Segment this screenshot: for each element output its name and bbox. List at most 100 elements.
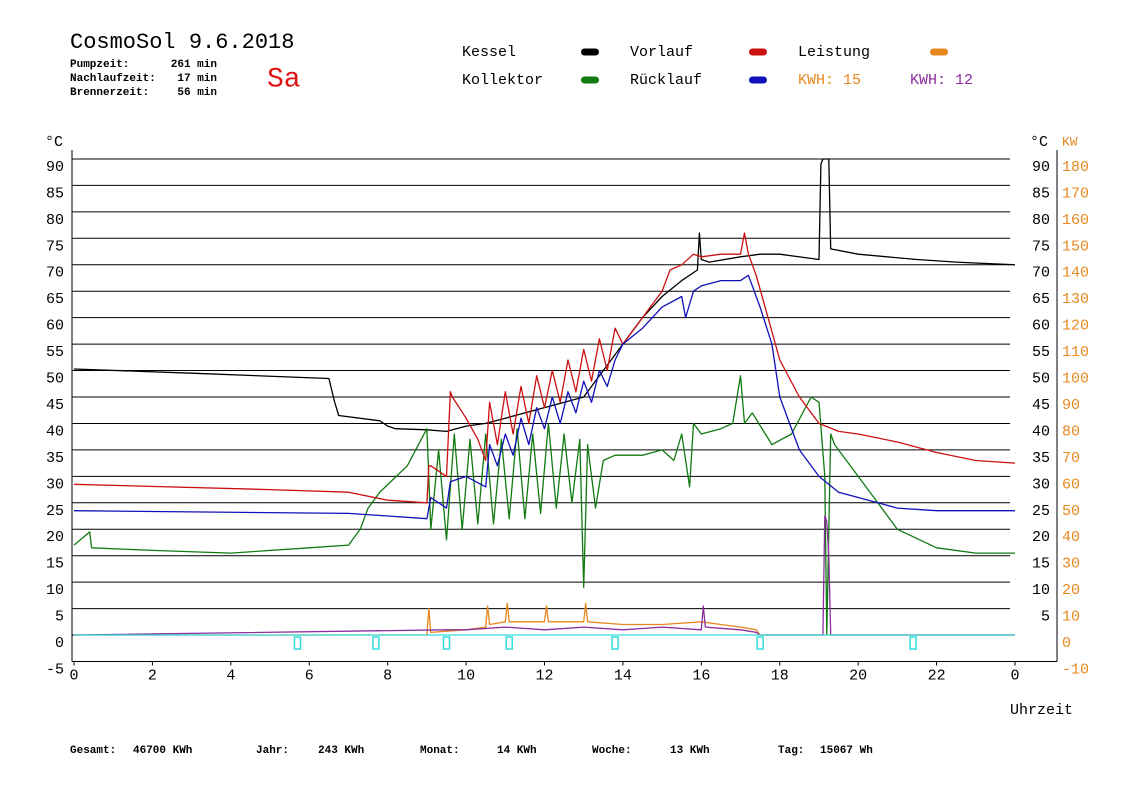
legend-label: Vorlauf	[630, 44, 693, 61]
y-right-tick-label: 20	[1032, 529, 1050, 546]
y-tick-label: 90	[46, 159, 64, 176]
y-right-tick-label: 50	[1032, 371, 1050, 388]
x-tick-label: 12	[535, 667, 553, 684]
y-tick-label: 20	[46, 529, 64, 546]
x-tick-label: 20	[849, 667, 867, 684]
y-right-tick-label: 35	[1032, 450, 1050, 467]
legend-label: Rücklauf	[630, 72, 702, 89]
y-tick-label: 45	[46, 397, 64, 414]
y-right-tick-label: 90	[1032, 159, 1050, 176]
y-right-tick-label: 5	[1041, 609, 1050, 626]
y2-tick-label: 10	[1062, 609, 1080, 626]
pump-marker	[293, 636, 302, 650]
legend-swatch	[930, 48, 948, 56]
y2-tick-label: 140	[1062, 265, 1089, 282]
y2-tick-label: 130	[1062, 291, 1089, 308]
footer-label: Woche:	[592, 745, 632, 757]
footer-value: 243 KWh	[318, 745, 364, 757]
x-tick-label: 0	[69, 667, 78, 684]
y-right-tick-label: 45	[1032, 397, 1050, 414]
x-tick-label: 6	[305, 667, 314, 684]
series-line	[73, 232, 1016, 504]
y-tick-label: 80	[46, 212, 64, 229]
x-tick-label: 4	[226, 667, 235, 684]
footer-label: Tag:	[778, 745, 804, 757]
y-right-tick-label: 70	[1032, 265, 1050, 282]
chart-title: CosmoSol 9.6.2018	[70, 30, 294, 55]
legend-label: Leistung	[798, 44, 870, 61]
legend-label: Kollektor	[462, 72, 543, 89]
legend-swatch	[581, 48, 599, 56]
y-right-tick-label: 40	[1032, 423, 1050, 440]
y-tick-label: 25	[46, 503, 64, 520]
kwh-label: KWH: 12	[910, 72, 973, 89]
legend-swatch	[749, 76, 767, 84]
stat-label: Pumpzeit:	[70, 59, 129, 71]
day: Sa	[267, 64, 301, 95]
footer-value: 46700 KWh	[133, 745, 192, 757]
x-tick-label: 8	[383, 667, 392, 684]
footer-value: 15067 Wh	[820, 745, 873, 757]
y-tick-label: 55	[46, 344, 64, 361]
legend-swatch	[581, 76, 599, 84]
y2-unit: KW	[1062, 134, 1078, 149]
stat-value: 56 min	[177, 87, 217, 99]
y2-tick-label: 40	[1062, 529, 1080, 546]
kwh-label: KWH: 15	[798, 72, 861, 89]
footer-label: Gesamt:	[70, 745, 116, 757]
series-line	[73, 274, 1015, 520]
y2-tick-label: 90	[1062, 397, 1080, 414]
y-right-tick-label: 15	[1032, 556, 1050, 573]
x-tick-label: 0	[1010, 667, 1019, 684]
pump-marker	[756, 636, 764, 650]
y-tick-label: -5	[46, 661, 64, 678]
series-line	[73, 158, 1016, 433]
y-right-tick-label: 85	[1032, 185, 1050, 202]
stat-label: Nachlaufzeit:	[70, 73, 156, 85]
y-right-tick-label: 55	[1032, 344, 1050, 361]
x-tick-label: 14	[614, 667, 632, 684]
y2-tick-label: 120	[1062, 318, 1089, 335]
y-unit-right: °C	[1030, 134, 1048, 151]
stat-value: 261 min	[171, 59, 217, 71]
y2-tick-label: 0	[1062, 635, 1071, 652]
y-right-tick-label: 80	[1032, 212, 1050, 229]
x-axis-label: Uhrzeit	[1010, 702, 1073, 719]
y-tick-label: 30	[46, 476, 64, 493]
pump-marker	[909, 636, 917, 650]
y2-tick-label: 150	[1062, 238, 1089, 255]
pump-marker	[611, 636, 619, 650]
y-tick-label: 50	[46, 371, 64, 388]
series-line	[73, 375, 1015, 636]
pump-marker	[505, 636, 513, 650]
footer-value: 13 KWh	[670, 745, 710, 757]
legend-swatch	[749, 48, 767, 56]
y2-tick-label: 160	[1062, 212, 1089, 229]
x-tick-label: 2	[148, 667, 157, 684]
y-tick-label: 60	[46, 318, 64, 335]
y2-tick-label: 20	[1062, 582, 1080, 599]
footer-value: 14 KWh	[497, 745, 537, 757]
legend-label: Kessel	[462, 44, 516, 61]
x-tick-label: 10	[457, 667, 475, 684]
y-tick-label: 40	[46, 423, 64, 440]
y-right-tick-label: 30	[1032, 476, 1050, 493]
footer-label: Jahr:	[256, 745, 289, 757]
y2-tick-label: 70	[1062, 450, 1080, 467]
y2-tick-label: 50	[1062, 503, 1080, 520]
pump-marker	[442, 636, 451, 650]
x-tick-label: 16	[692, 667, 710, 684]
y-tick-label: 85	[46, 185, 64, 202]
y2-tick-label: 110	[1062, 344, 1089, 361]
x-tick-label: 22	[928, 667, 946, 684]
y2-tick-label: 30	[1062, 556, 1080, 573]
y-tick-label: 5	[55, 609, 64, 626]
pump-marker	[372, 636, 380, 650]
y-right-tick-label: 25	[1032, 503, 1050, 520]
y2-tick-label: 170	[1062, 185, 1089, 202]
y-tick-label: 0	[55, 635, 64, 652]
y-tick-label: 70	[46, 265, 64, 282]
y2-tick-label: 60	[1062, 476, 1080, 493]
y2-tick-label: 80	[1062, 423, 1080, 440]
